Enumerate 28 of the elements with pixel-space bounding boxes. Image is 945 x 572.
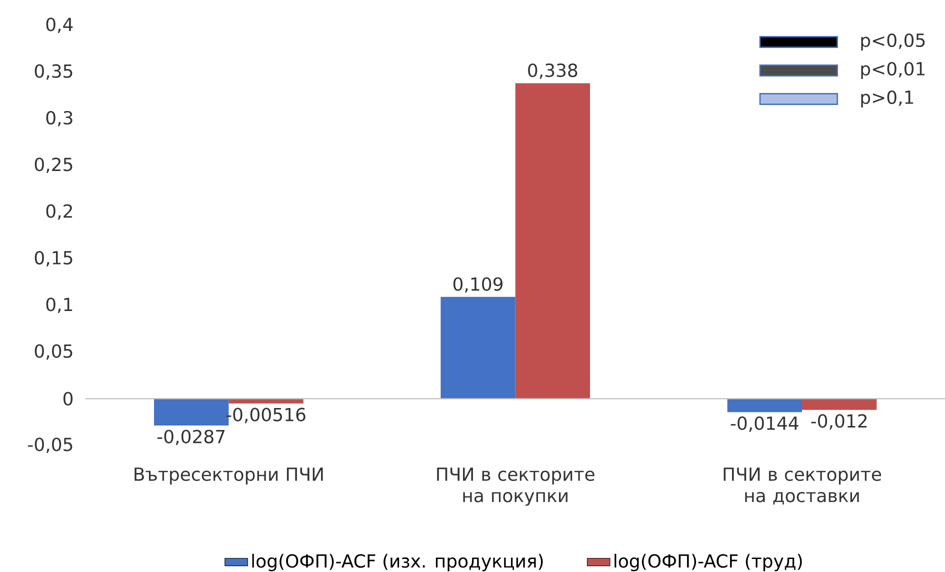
x-tick-label: Вътресекторни ПЧИ <box>134 468 323 484</box>
annotation: p>0,1 <box>861 90 914 108</box>
data-label: -0,012 <box>811 414 867 430</box>
bar <box>727 398 802 412</box>
y-tick-label: -0,05 <box>28 438 72 454</box>
bar <box>802 398 877 410</box>
x-tick-label: ПЧИ в секторите на доставки <box>724 468 882 505</box>
bar <box>228 398 304 404</box>
data-label: -0,0287 <box>157 430 225 446</box>
y-tick-label: 0,15 <box>34 250 72 266</box>
legend-label: log(ОФП)-ACF (труд) <box>614 554 802 572</box>
y-tick-label: 0,05 <box>34 344 72 360</box>
y-tick-label: 0,3 <box>46 110 72 126</box>
y-tick-label: 0 <box>63 392 73 406</box>
annotation: p<0,01 <box>861 62 925 80</box>
y-tick-label: 0,4 <box>46 18 73 34</box>
y-tick-label: 0,25 <box>34 158 72 174</box>
y-tick-label: 0,35 <box>34 64 72 80</box>
data-label: 0,109 <box>453 277 502 293</box>
bar <box>440 296 516 399</box>
legend-label: log(ОФП)-ACF (изх. продукция) <box>252 554 543 572</box>
y-tick-label: 0,1 <box>46 298 72 314</box>
data-label: -0,0144 <box>730 416 798 432</box>
bar <box>515 83 590 399</box>
x-tick-label: ПЧИ в секторите на покупки <box>437 468 594 506</box>
data-label: 0,338 <box>528 63 578 79</box>
y-tick-label: 0,2 <box>46 204 72 220</box>
annotation: p<0,05 <box>861 33 925 51</box>
